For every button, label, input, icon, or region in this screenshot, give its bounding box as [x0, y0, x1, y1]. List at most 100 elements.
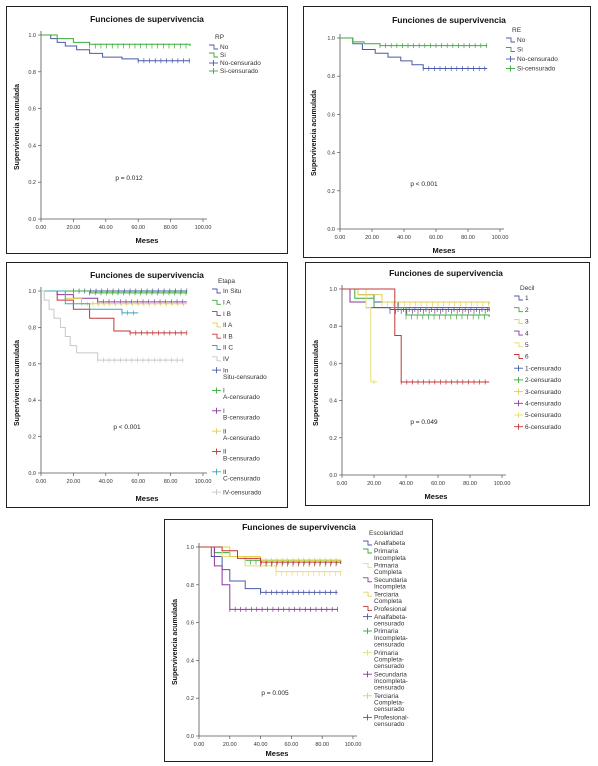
- p-value-annotation: p < 0.001: [113, 424, 141, 431]
- y-tick-label: 0.8: [28, 70, 36, 76]
- y-tick-label: 0.0: [327, 227, 335, 233]
- x-tick-label: 40.00: [399, 481, 413, 487]
- y-tick-label: 0.2: [327, 189, 335, 195]
- legend-item: Analfabeta: [374, 540, 405, 547]
- series-line-1: [342, 288, 490, 310]
- y-tick-label: 0.8: [327, 74, 335, 80]
- y-axis-label: Supervivencia acumulada: [311, 90, 318, 176]
- p-value-annotation: p = 0.049: [410, 419, 438, 426]
- x-axis-label: Meses: [136, 494, 159, 503]
- y-tick-label: 0.8: [28, 325, 36, 331]
- chart-title: Funciones de supervivencia: [90, 270, 204, 280]
- x-tick-label: 60.00: [131, 225, 145, 231]
- x-axis-label: Meses: [266, 749, 289, 758]
- legend-swatch: [212, 311, 221, 317]
- chart-panel-re: Funciones de supervivencia 0.0 0.2 0.4 0.6 0.…: [303, 6, 591, 258]
- chart-title: Funciones de supervivencia: [392, 15, 506, 25]
- series-line-analfabeta: [199, 546, 338, 593]
- legend-item: 3-censurado: [525, 389, 562, 396]
- legend-item: Profesional-censurado: [374, 715, 409, 729]
- legend-swatch: [363, 577, 372, 583]
- legend-item: 6-censurado: [525, 424, 562, 431]
- x-tick-label: 40.00: [397, 235, 411, 241]
- x-tick-label: 100.00: [494, 481, 511, 487]
- legend-swatch: [212, 322, 221, 328]
- series-line-5: [342, 288, 378, 383]
- legend-item: 1-censurado: [525, 365, 562, 372]
- legend-item: 1: [525, 295, 529, 302]
- chart-title: Funciones de supervivencia: [242, 522, 356, 532]
- y-tick-label: 0.4: [327, 151, 335, 157]
- legend-swatch: [212, 345, 221, 350]
- legend-item: Primaria Completa: [374, 563, 402, 577]
- legend-item: Primaria Completa-censurado: [374, 650, 405, 670]
- legend-item: No-censurado: [517, 56, 558, 63]
- y-tick-label: 0.4: [329, 399, 337, 405]
- y-tick-label: 0.6: [327, 112, 335, 118]
- x-tick-label: 0.00: [335, 235, 346, 241]
- x-tick-label: 0.00: [194, 742, 205, 748]
- legend-swatch: [514, 342, 523, 348]
- legend-swatch: [363, 606, 372, 612]
- legend-swatch: [514, 307, 523, 313]
- x-tick-label: 0.00: [36, 225, 47, 231]
- legend-swatch: [212, 299, 221, 305]
- y-tick-label: 0.8: [186, 583, 194, 589]
- y-tick-label: 1.0: [28, 33, 36, 39]
- legend-item: 2: [525, 307, 529, 314]
- legend-item: Si-censurado: [517, 66, 556, 73]
- series-line-terciaria-completa: [199, 546, 341, 561]
- x-axis-label: Meses: [425, 492, 448, 501]
- y-tick-label: 1.0: [329, 287, 337, 293]
- legend-swatch: [514, 318, 523, 324]
- x-tick-label: 80.00: [461, 235, 475, 241]
- x-axis-label: Meses: [433, 246, 456, 255]
- legend-item: No: [517, 37, 526, 44]
- x-tick-label: 60.00: [285, 742, 299, 748]
- legend-item: I B: [223, 311, 231, 318]
- legend-title: Escolaridad: [369, 530, 403, 537]
- legend-swatch: [209, 52, 218, 58]
- legend-item: Profesional: [374, 606, 407, 613]
- x-tick-label: 20.00: [67, 479, 81, 485]
- legend-title: RP: [215, 34, 224, 41]
- y-tick-label: 1.0: [186, 545, 194, 551]
- x-tick-label: 20.00: [67, 225, 81, 231]
- legend-item: II B: [223, 333, 233, 340]
- y-tick-label: 0.4: [186, 658, 194, 664]
- legend-swatch: [514, 295, 523, 301]
- legend-swatch: [363, 562, 372, 568]
- legend-item: Si-censurado: [220, 68, 259, 75]
- chart-svg: Funciones de supervivencia 0.0 0.2 0.4 0.6 0.…: [14, 14, 261, 245]
- y-axis-label: Supervivencia acumulada: [14, 340, 21, 426]
- y-tick-label: 0.0: [186, 734, 194, 740]
- x-tick-label: 80.00: [315, 742, 329, 748]
- x-tick-label: 100.00: [195, 479, 212, 485]
- chart-panel-rp: Funciones de supervivencia 0.0 0.2 0.4 0.6 0.…: [6, 6, 288, 254]
- y-axis-label: Supervivencia acumulada: [313, 340, 320, 426]
- legend-swatch: [212, 356, 221, 362]
- legend-swatch: [363, 548, 372, 554]
- legend-swatch: [363, 591, 372, 597]
- legend-swatch: [209, 44, 218, 50]
- legend-item: Secundaria Incompleta-censurado: [374, 671, 408, 691]
- x-axis-label: Meses: [136, 236, 159, 245]
- x-tick-label: 60.00: [431, 481, 445, 487]
- legend-item: 5: [525, 342, 529, 349]
- y-tick-label: 1.0: [28, 289, 36, 295]
- x-tick-label: 20.00: [223, 742, 237, 748]
- p-value-annotation: p = 0.012: [115, 175, 143, 182]
- chart-panel-etapa: Funciones de supervivencia 0.0 0.2 0.4 0.6 0.…: [6, 262, 288, 508]
- x-tick-label: 40.00: [99, 225, 113, 231]
- y-tick-label: 0.0: [28, 217, 36, 223]
- x-tick-label: 20.00: [367, 481, 381, 487]
- chart-svg: Funciones de supervivencia 0.0 0.2 0.4 0.6 0.…: [313, 268, 562, 501]
- legend-swatch: [514, 330, 523, 336]
- legend-item: Terciaria Completa: [374, 591, 402, 605]
- x-tick-label: 40.00: [254, 742, 268, 748]
- y-tick-label: 0.6: [28, 107, 36, 113]
- legend-item: Primaria Incompleta-censurado: [374, 628, 408, 648]
- legend-swatch: [506, 47, 515, 52]
- series-line-no: [41, 34, 191, 62]
- legend-item: 6: [525, 354, 529, 361]
